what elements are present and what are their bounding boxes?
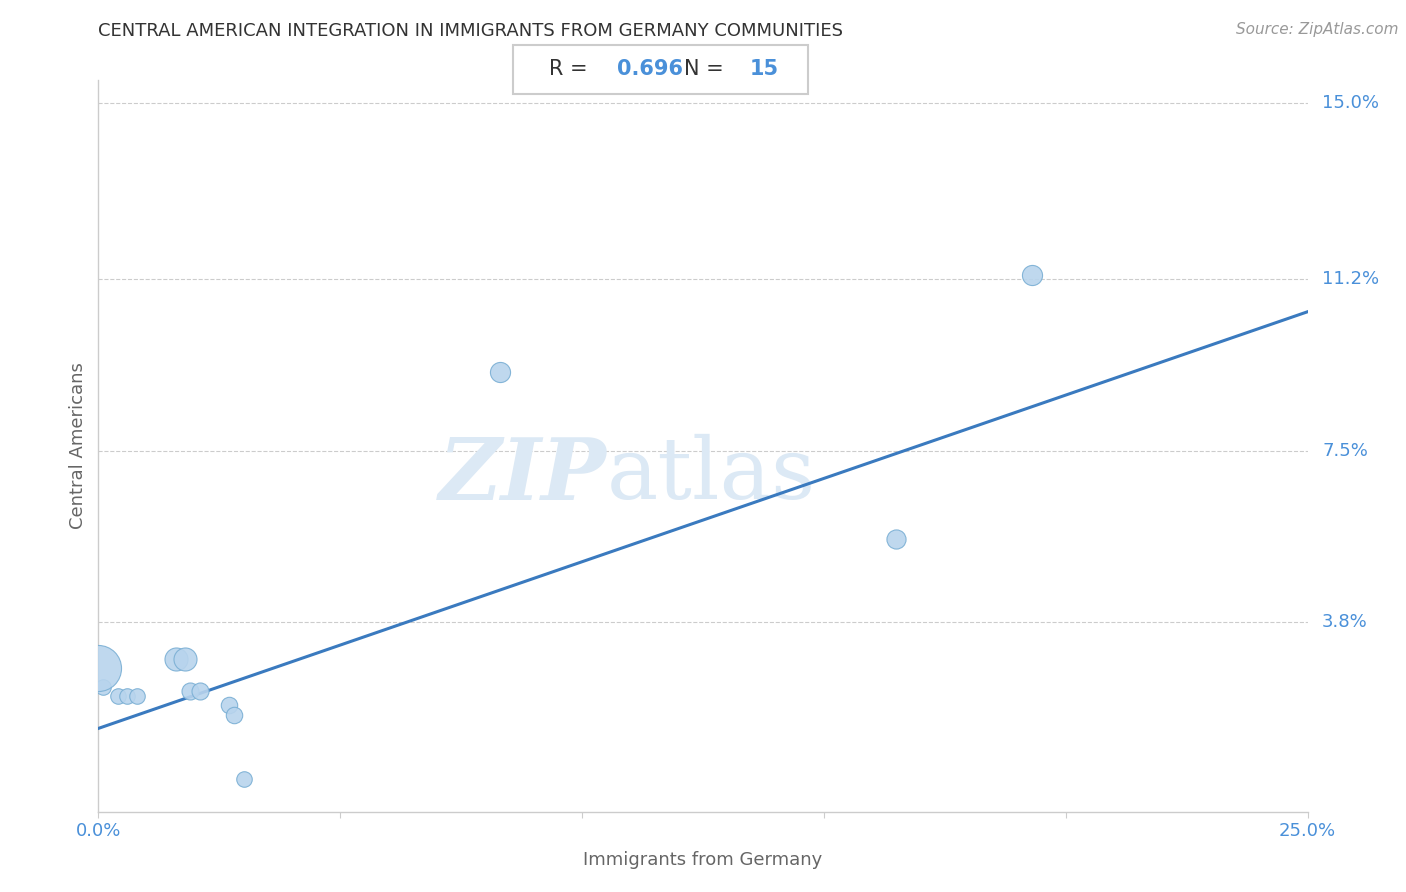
X-axis label: Immigrants from Germany: Immigrants from Germany (583, 851, 823, 869)
Point (87, 661, 110, 675)
Text: atlas: atlas (606, 434, 815, 516)
Text: 11.2%: 11.2% (1322, 270, 1379, 288)
Point (107, 689, 129, 703)
Point (165, 652, 187, 666)
Point (222, 707, 245, 722)
Text: 15: 15 (749, 59, 779, 79)
Y-axis label: Central Americans: Central Americans (69, 362, 87, 530)
Point (91, 680, 114, 694)
Point (188, 684, 211, 698)
Point (174, 652, 197, 666)
FancyBboxPatch shape (513, 45, 808, 94)
Point (1021, 268, 1043, 282)
Text: 0.696: 0.696 (616, 59, 682, 79)
Point (127, 689, 149, 703)
Text: R =: R = (548, 59, 593, 79)
Text: N =: N = (685, 59, 731, 79)
Point (489, 365, 512, 379)
Text: CENTRAL AMERICAN INTEGRATION IN IMMIGRANTS FROM GERMANY COMMUNITIES: CENTRAL AMERICAN INTEGRATION IN IMMIGRAN… (98, 22, 844, 40)
Text: 15.0%: 15.0% (1322, 95, 1379, 112)
Point (886, 532, 908, 546)
Point (232, 772, 254, 787)
Text: 7.5%: 7.5% (1322, 442, 1368, 459)
Point (218, 698, 240, 713)
Text: 3.8%: 3.8% (1322, 613, 1368, 631)
Text: ZIP: ZIP (439, 434, 606, 517)
Text: Source: ZipAtlas.com: Source: ZipAtlas.com (1236, 22, 1399, 37)
Point (179, 684, 201, 698)
Point (117, 689, 139, 703)
